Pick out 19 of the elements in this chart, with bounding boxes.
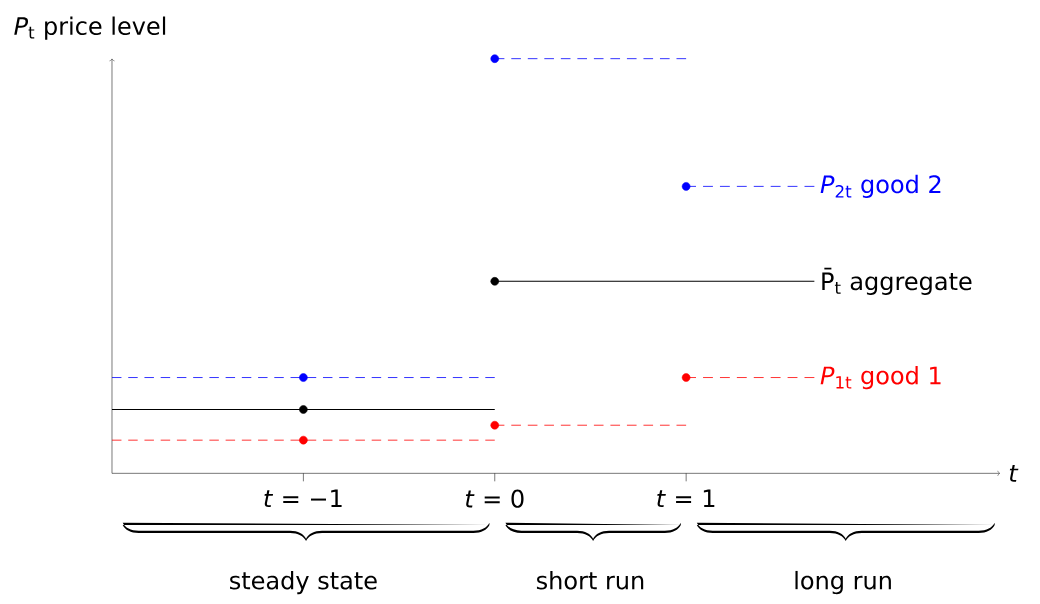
point [681,373,691,382]
x-tick-label: t = −1 [264,489,342,508]
series-label: P$_{1t}$ good 1 [820,365,941,390]
point [490,54,500,63]
point [490,277,500,286]
text: steady state [230,570,377,595]
point [299,373,308,382]
x-tick-label: t = 1 [657,489,715,508]
x-tick-label: t = 0 [465,489,524,508]
text: long run [795,570,891,595]
series-label: P̄$_{t}$ aggregate [822,267,972,295]
y-axis-title: P$_{t}$ price level [14,16,166,40]
point [299,405,308,414]
series-label: P$_{2t}$ good 2 [820,174,941,198]
point [681,182,691,191]
point [490,420,500,430]
point [299,435,308,445]
text: short run [536,570,644,590]
x-axis-title: t [1009,464,1019,482]
